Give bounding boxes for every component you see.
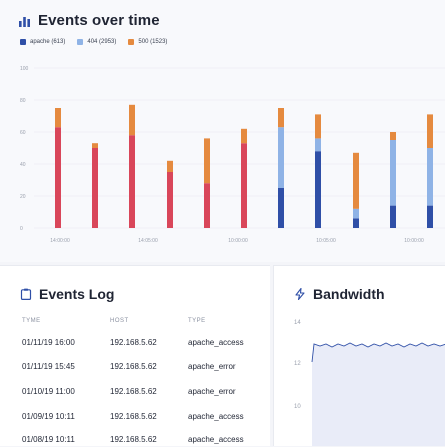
log-cell-host: 192.168.5.62: [110, 338, 157, 347]
log-cell-host: 192.168.5.62: [110, 387, 157, 396]
bar-segment[interactable]: [427, 205, 433, 228]
log-row[interactable]: 01/11/19 16:00 192.168.5.62 apache_acces…: [22, 338, 262, 350]
bar-segment[interactable]: [315, 151, 321, 228]
bar-segment[interactable]: [55, 127, 61, 228]
y-tick-label: 0: [20, 226, 23, 232]
x-tick-label: 14:00:00: [50, 238, 70, 244]
y-tick-label: 20: [20, 194, 26, 200]
log-cell-host: 192.168.5.62: [110, 412, 157, 421]
events-over-time-panel: Events over time apache (613) 404 (2953)…: [18, 12, 445, 244]
log-cell-time: 01/09/19 10:11: [22, 412, 75, 421]
x-tick-label: 10:00:00: [404, 238, 424, 244]
log-cell-type: apache_access: [188, 412, 244, 421]
legend-label-404: 404 (2953): [87, 39, 117, 45]
events-bar-chart: 100 80 60 40 20 0 14:00:00 14:05:00 10:00:00 10:0…: [20, 66, 445, 244]
log-cell-time: 01/11/19 15:45: [22, 362, 75, 371]
events-log-title: Events Log: [39, 286, 115, 302]
bar-segment[interactable]: [390, 132, 396, 140]
bar-segment[interactable]: [241, 128, 247, 144]
bandwidth-y-tick: 14: [294, 320, 301, 326]
bandwidth-area-chart: 14 12 10: [294, 320, 445, 446]
events-title-row: Events over time: [18, 12, 160, 29]
x-tick-label: 10:05:00: [316, 238, 336, 244]
bar-segment[interactable]: [353, 208, 359, 219]
bar-segment[interactable]: [315, 138, 321, 152]
bandwidth-y-tick: 10: [294, 404, 301, 410]
legend-item-apache[interactable]: apache (613): [20, 39, 65, 45]
bandwidth-y-tick: 12: [294, 361, 301, 367]
bar-segment[interactable]: [129, 104, 135, 136]
y-tick-label: 80: [20, 98, 26, 104]
bar-segment[interactable]: [92, 148, 98, 228]
log-header-type: TYPE: [188, 318, 206, 324]
log-cell-host: 192.168.5.62: [110, 435, 157, 444]
bar-segment[interactable]: [278, 188, 284, 228]
bar-segment[interactable]: [167, 172, 173, 228]
bar-segment[interactable]: [204, 183, 210, 228]
log-header-time: TYME: [22, 318, 41, 324]
bar-segment[interactable]: [278, 108, 284, 128]
bandwidth-line: [311, 342, 445, 363]
bar-segment[interactable]: [167, 160, 173, 172]
bar-segment[interactable]: [390, 205, 396, 228]
bar-segment[interactable]: [427, 148, 433, 206]
log-cell-type: apache_error: [188, 362, 236, 371]
bandwidth-panel: Bandwidth 14 12 10: [273, 265, 445, 446]
events-log-title-row: Events Log: [20, 286, 114, 302]
log-cell-host: 192.168.5.62: [110, 362, 157, 371]
legend-label-500: 500 (1523): [138, 39, 168, 45]
legend-item-500[interactable]: 500 (1523): [128, 39, 167, 45]
bar-segment[interactable]: [315, 114, 321, 139]
legend-swatch-apache: [20, 39, 26, 45]
log-cell-type: apache_access: [188, 338, 244, 347]
y-tick-label: 60: [20, 130, 26, 136]
bar-segment[interactable]: [427, 114, 433, 148]
legend-item-404[interactable]: 404 (2953): [77, 39, 116, 45]
log-row[interactable]: 01/11/19 15:45 192.168.5.62 apache_error: [22, 362, 262, 374]
bandwidth-title: Bandwidth: [313, 286, 385, 302]
legend-swatch-404: [77, 39, 84, 45]
log-header-host: HOST: [110, 318, 129, 324]
bar-segment[interactable]: [204, 138, 210, 184]
log-cell-time: 01/11/19 16:00: [22, 338, 75, 347]
bar-segment[interactable]: [92, 143, 98, 148]
log-cell-time: 01/10/19 11:00: [22, 387, 75, 396]
x-tick-label: 14:05:00: [138, 238, 158, 244]
bar-segment[interactable]: [55, 108, 61, 128]
bandwidth-area: [312, 343, 445, 446]
log-cell-type: apache_access: [188, 435, 244, 444]
events-log-panel: Events Log TYME HOST TYPE 01/11/19 16:00…: [0, 265, 270, 446]
y-tick-label: 40: [20, 162, 26, 168]
events-legend: apache (613) 404 (2953) 500 (1523): [20, 39, 179, 45]
bar-segment[interactable]: [353, 218, 359, 228]
clipboard-icon: [20, 288, 32, 300]
lightning-icon: [295, 288, 305, 300]
events-title: Events over time: [38, 12, 160, 29]
log-row[interactable]: 01/10/19 11:00 192.168.5.62 apache_error: [22, 387, 262, 399]
log-row[interactable]: 01/08/19 10:11 192.168.5.62 apache_acces…: [22, 435, 262, 447]
log-cell-time: 01/08/19 10:11: [22, 435, 75, 444]
bar-chart-icon: [19, 16, 30, 27]
log-cell-type: apache_error: [188, 387, 236, 396]
bar-segment[interactable]: [390, 140, 396, 206]
legend-swatch-500: [128, 39, 135, 45]
y-tick-label: 100: [20, 66, 29, 72]
x-tick-label: 10:00:00: [228, 238, 248, 244]
bar-segment[interactable]: [129, 135, 135, 228]
bar-segment[interactable]: [353, 152, 359, 209]
bandwidth-title-row: Bandwidth: [294, 286, 385, 302]
legend-label-apache: apache (613): [30, 39, 66, 45]
bar-segment[interactable]: [241, 143, 247, 228]
log-row[interactable]: 01/09/19 10:11 192.168.5.62 apache_acces…: [22, 412, 262, 424]
bar-segment[interactable]: [278, 127, 284, 188]
